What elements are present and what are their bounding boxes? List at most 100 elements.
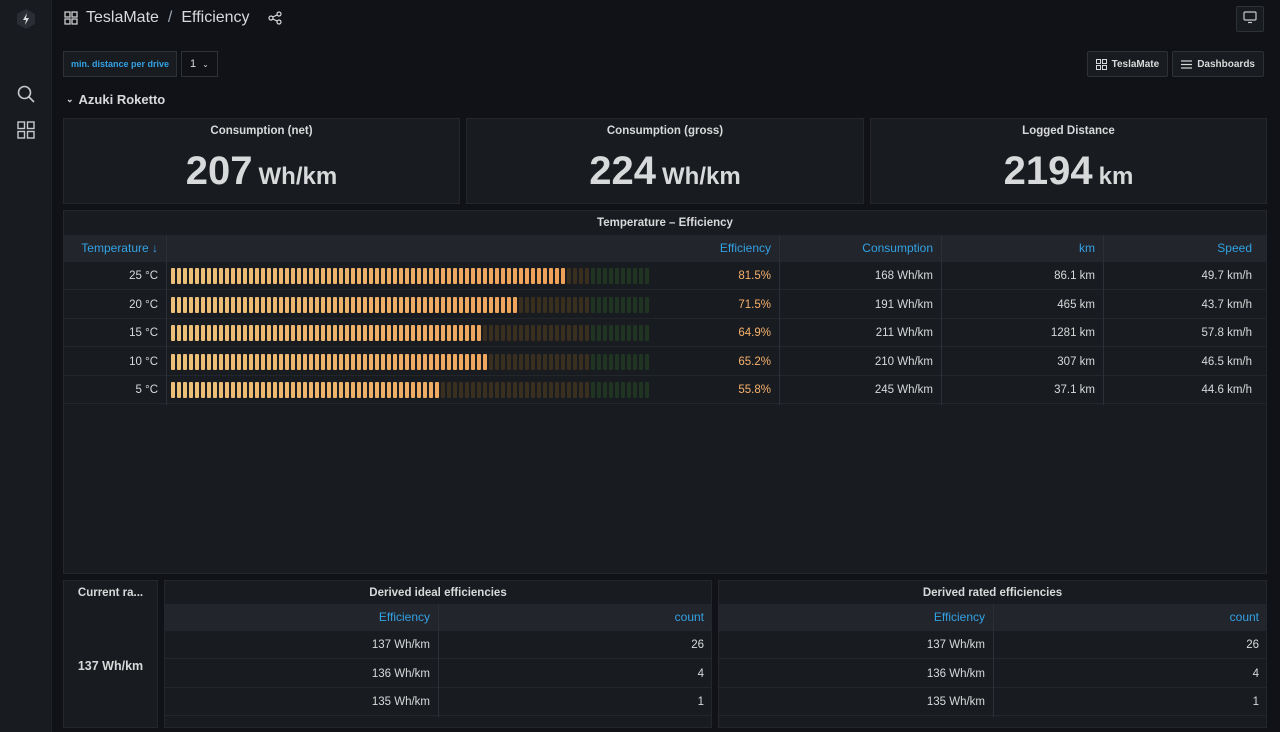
gauge-segment	[561, 353, 565, 370]
gauge-segment	[405, 296, 409, 313]
teslamate-link[interactable]: TeslaMate	[1086, 51, 1169, 77]
stat-panel-logged-distance: Logged Distance 2194 km	[870, 118, 1267, 204]
dashboards-grid-icon[interactable]	[16, 120, 38, 142]
breadcrumb-separator: /	[167, 9, 173, 26]
gauge-segment	[435, 353, 439, 370]
gauge-segment	[273, 296, 277, 313]
gauge-segment	[261, 296, 265, 313]
gauge-segment	[603, 268, 607, 284]
panel-title: Current ra...	[77, 587, 144, 599]
gauge-segment	[189, 382, 193, 398]
share-icon[interactable]	[267, 11, 282, 25]
gauge-segment	[645, 268, 649, 284]
grafana-logo-icon[interactable]	[16, 8, 36, 30]
gauge-segment	[339, 268, 343, 284]
gauge-segment	[561, 325, 565, 341]
gauge-segment	[339, 382, 343, 398]
column-header-count[interactable]: count	[1229, 610, 1259, 624]
stat-value: 224	[589, 149, 657, 193]
dashboard-links: TeslaMate Dashboards	[1083, 51, 1264, 77]
gauge-segment	[201, 382, 205, 398]
gauge-segment	[555, 382, 559, 398]
gauge-segment	[213, 353, 217, 370]
temperature-cell: 5 °C	[135, 384, 159, 396]
gauge-segment	[393, 296, 397, 313]
column-header-speed[interactable]: Speed	[1217, 241, 1252, 255]
gauge-segment	[399, 325, 403, 341]
gauge-segment	[537, 296, 541, 313]
column-header-temperature[interactable]: Temperature ↓	[81, 241, 158, 255]
gauge-segment	[291, 296, 295, 313]
gauge-segment	[339, 296, 343, 313]
gauge-segment	[447, 325, 451, 341]
search-icon[interactable]	[16, 84, 38, 106]
column-divider	[779, 235, 780, 405]
speed-cell: 46.5 km/h	[1201, 355, 1253, 368]
gauge-segment	[351, 296, 355, 313]
gauge-segment	[315, 382, 319, 398]
column-header-efficiency[interactable]: Efficiency	[933, 610, 985, 624]
gauge-segment	[435, 296, 439, 313]
tv-mode-button[interactable]	[1236, 6, 1264, 32]
gauge-segment	[645, 382, 649, 398]
gauge-segment	[225, 268, 229, 284]
breadcrumb-folder[interactable]: TeslaMate	[86, 9, 159, 26]
count-cell: 26	[1246, 639, 1259, 651]
column-header-count[interactable]: count	[674, 610, 704, 624]
gauge-segment	[483, 296, 487, 313]
gauge-segment	[615, 382, 619, 398]
gauge-segment	[261, 268, 265, 284]
gauge-segment	[207, 268, 211, 284]
menu-icon	[1181, 59, 1193, 69]
page-title[interactable]: Efficiency	[181, 9, 250, 26]
gauge-segment	[237, 353, 241, 370]
row-toggle[interactable]: ⌄ Azuki Roketto	[66, 92, 165, 107]
table-row: 136 Wh/km 4	[719, 660, 1266, 688]
gauge-segment	[375, 353, 379, 370]
gauge-segment	[195, 296, 199, 313]
sidebar	[0, 0, 52, 732]
gauge-segment	[567, 325, 571, 341]
km-cell: 1281 km	[1050, 327, 1095, 339]
table-row: 10 °C 65.2% 210 Wh/km 307 km 46.5 km/h	[64, 348, 1266, 376]
gauge-segment	[621, 353, 625, 370]
gauge-segment	[435, 268, 439, 284]
efficiency-gauge	[171, 325, 651, 341]
column-header-efficiency[interactable]: Efficiency	[719, 241, 771, 255]
gauge-segment	[537, 382, 541, 398]
variable-select[interactable]: 1 ⌄	[181, 51, 218, 77]
column-header-km[interactable]: km	[1079, 241, 1095, 255]
gauge-segment	[567, 382, 571, 398]
gauge-segment	[375, 268, 379, 284]
column-header-consumption[interactable]: Consumption	[862, 241, 933, 255]
gauge-segment	[489, 382, 493, 398]
gauge-segment	[297, 382, 301, 398]
gauge-segment	[321, 268, 325, 284]
gauge-segment	[333, 296, 337, 313]
gauge-segment	[405, 382, 409, 398]
panel-title: Consumption (net)	[210, 125, 313, 137]
gauge-segment	[549, 268, 553, 284]
derived-ideal-panel: Derived ideal efficiencies Efficiency co…	[164, 580, 712, 728]
dashboards-link[interactable]: Dashboards	[1172, 51, 1264, 77]
gauge-segment	[561, 382, 565, 398]
gauge-segment	[573, 353, 577, 370]
gauge-segment	[417, 296, 421, 313]
column-header-efficiency[interactable]: Efficiency	[378, 610, 430, 624]
column-divider	[1103, 235, 1104, 405]
gauge-segment	[351, 268, 355, 284]
gauge-segment	[249, 268, 253, 284]
gauge-segment	[309, 353, 313, 370]
gauge-segment	[507, 268, 511, 284]
gauge-segment	[201, 296, 205, 313]
gauge-segment	[549, 296, 553, 313]
panel-title: Derived ideal efficiencies	[369, 587, 507, 599]
table-row: 5 °C 55.8% 245 Wh/km 37.1 km 44.6 km/h	[64, 376, 1266, 404]
stat-value: 2194	[1003, 149, 1093, 193]
variable-label: min. distance per drive	[63, 51, 178, 77]
top-bar: TeslaMate / Efficiency	[52, 0, 1280, 40]
count-cell: 4	[697, 667, 704, 680]
gauge-segment	[405, 268, 409, 284]
tv-mode-icon	[1243, 10, 1257, 29]
gauge-segment	[219, 382, 223, 398]
